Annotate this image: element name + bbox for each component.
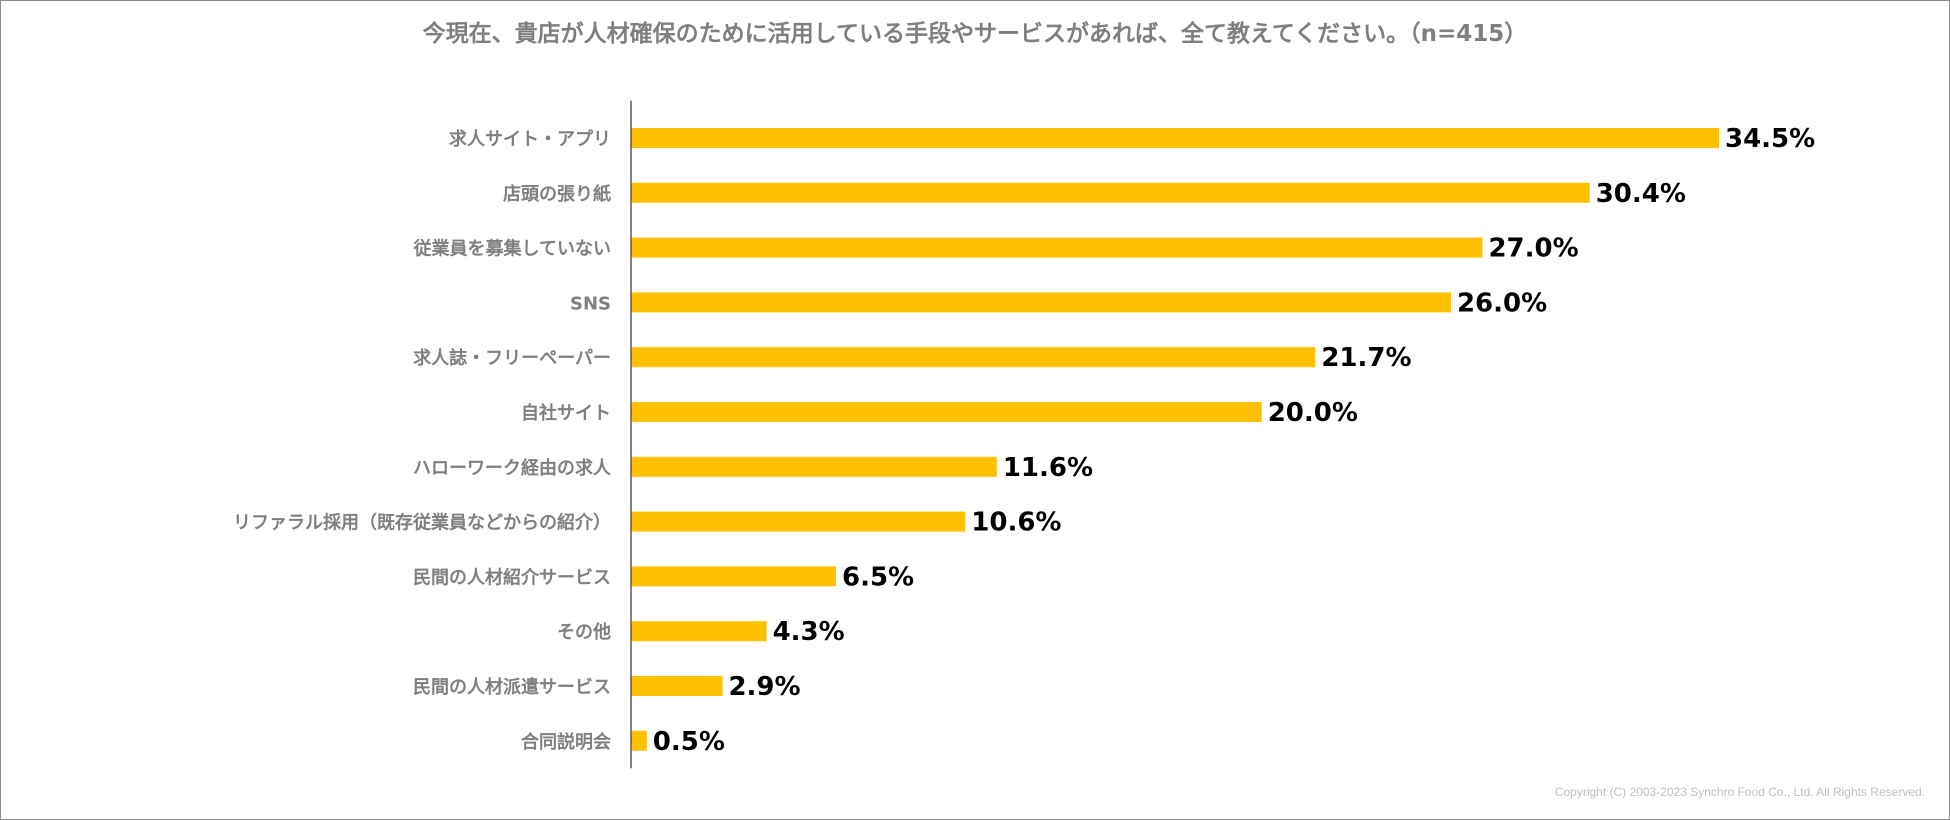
category-label: 求人サイト・アプリ [449, 128, 611, 150]
category-label: ハローワーク経由の求人 [413, 457, 612, 479]
bar [631, 347, 1316, 368]
category-label: 店頭の張り紙 [503, 183, 611, 205]
category-label: 従業員を募集していない [413, 238, 611, 260]
copyright-notice: Copyright (C) 2003-2023 Synchro Food Co.… [1554, 785, 1925, 799]
bar [631, 730, 647, 751]
value-label: 27.0% [1488, 234, 1578, 264]
bar [631, 676, 723, 696]
value-label: 0.5% [653, 727, 725, 757]
category-label: 合同説明会 [521, 731, 611, 753]
bar [631, 292, 1451, 313]
bar [631, 456, 997, 477]
bar [631, 511, 966, 532]
category-label: SNS [570, 293, 611, 314]
value-label: 4.3% [773, 617, 845, 647]
bar [631, 182, 1590, 203]
value-label: 2.9% [728, 672, 800, 702]
value-label: 21.7% [1321, 343, 1411, 373]
bar [631, 566, 836, 587]
value-label: 26.0% [1457, 288, 1547, 318]
category-label: 求人誌・フリーペーパー [413, 347, 611, 369]
bar [631, 237, 1483, 258]
category-label: 自社サイト [521, 402, 611, 424]
bars [631, 128, 1719, 751]
category-label: 民間の人材紹介サービス [413, 566, 611, 588]
value-labels: 34.5% 30.4% 27.0% 26.0% 21.7% 20.0% 11.6% 10.6%… [653, 124, 1815, 757]
value-label: 30.4% [1596, 179, 1686, 209]
category-label: リファラル採用（既存従業員などからの紹介） [233, 512, 611, 534]
chart-title: 今現在、貴店が人材確保のために活用している手段やサービスがあれば、全て教えてくだ… [423, 20, 1528, 47]
value-label: 10.6% [971, 508, 1061, 538]
bar [631, 128, 1719, 148]
category-label: 民間の人材派遣サービス [413, 676, 611, 698]
value-label: 34.5% [1725, 124, 1815, 154]
value-label: 6.5% [842, 562, 914, 592]
bar [631, 621, 767, 642]
category-label: その他 [557, 621, 611, 643]
bar [631, 402, 1262, 422]
value-label: 20.0% [1268, 398, 1358, 428]
value-label: 11.6% [1003, 453, 1093, 483]
